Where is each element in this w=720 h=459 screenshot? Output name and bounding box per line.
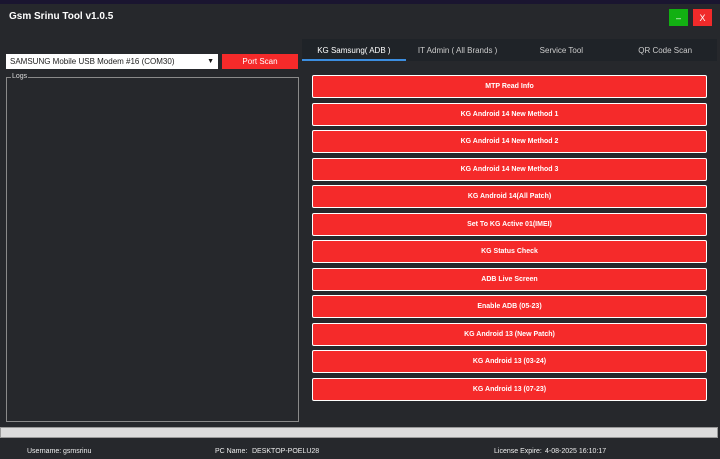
tab-kg-samsung[interactable]: KG Samsung( ADB ) (302, 39, 406, 61)
kg-status-check-button[interactable]: KG Status Check (312, 240, 707, 263)
username-label: Username: (27, 448, 62, 455)
kg-a13-0324-button[interactable]: KG Android 13 (03-24) (312, 350, 707, 373)
minimize-button[interactable]: – (669, 9, 688, 26)
kg-a14-method2-button[interactable]: KG Android 14 New Method 2 (312, 130, 707, 153)
close-button[interactable]: X (693, 9, 712, 26)
logs-label: Logs (11, 73, 29, 80)
kg-a13-0723-button[interactable]: KG Android 13 (07-23) (312, 377, 707, 401)
enable-adb-button[interactable]: Enable ADB (05-23) (312, 295, 707, 318)
progress-bar (0, 427, 718, 438)
action-button-list: MTP Read Info KG Android 14 New Method 1… (312, 75, 707, 405)
adb-live-screen-button[interactable]: ADB Live Screen (312, 267, 707, 291)
dropdown-arrow-icon: ▼ (207, 58, 214, 65)
taskbar-strip (0, 0, 720, 4)
window-title: Gsm Srinu Tool v1.0.5 (9, 11, 114, 22)
logs-panel: Logs (6, 73, 299, 422)
tab-service-tool[interactable]: Service Tool (539, 45, 584, 55)
username-value: gsmsrinu (63, 448, 92, 455)
set-kg-active-button[interactable]: Set To KG Active 01(IMEI) (312, 212, 707, 236)
mtp-read-info-button[interactable]: MTP Read Info (312, 75, 707, 98)
license-value: 4-08-2025 16:10:17 (545, 448, 607, 455)
kg-a14-method3-button[interactable]: KG Android 14 New Method 3 (312, 157, 707, 181)
kg-a14-all-patch-button[interactable]: KG Android 14(All Patch) (312, 185, 707, 208)
port-scan-button[interactable]: Port Scan (222, 54, 298, 69)
tab-bar: KG Samsung( ADB ) IT Admin ( All Brands … (302, 39, 717, 61)
pc-name-label: PC Name: (215, 448, 248, 455)
kg-a13-new-patch-button[interactable]: KG Android 13 (New Patch) (312, 322, 707, 346)
pc-name-value: DESKTOP-POELU28 (252, 448, 320, 455)
port-select[interactable]: SAMSUNG Mobile USB Modem #16 (COM30) ▼ (6, 54, 218, 69)
license-label: License Expire: (494, 448, 542, 455)
tab-it-admin[interactable]: IT Admin ( All Brands ) (417, 45, 498, 55)
port-select-value: SAMSUNG Mobile USB Modem #16 (COM30) (10, 57, 175, 66)
tab-qr-code-scan[interactable]: QR Code Scan (638, 45, 693, 55)
kg-a14-method1-button[interactable]: KG Android 14 New Method 1 (312, 102, 707, 126)
